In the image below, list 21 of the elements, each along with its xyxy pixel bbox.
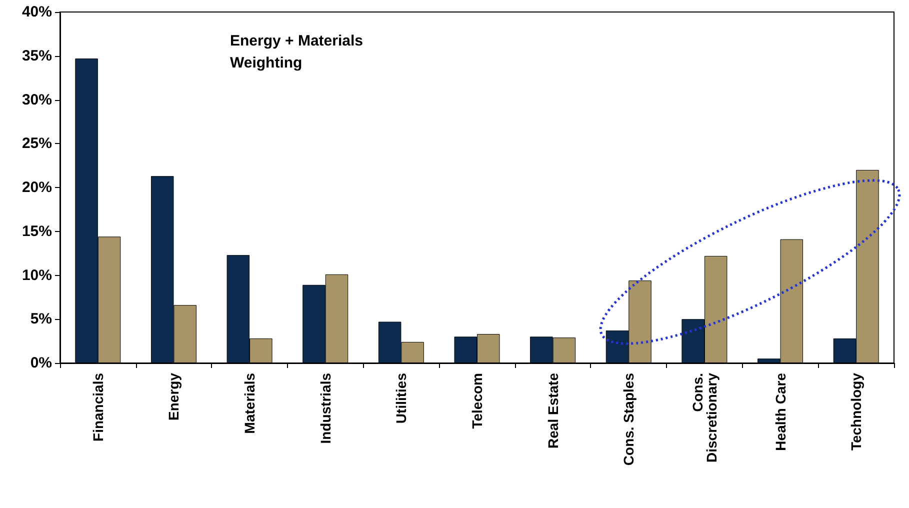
y-tick-label: 20% (22, 179, 52, 196)
y-tick-label: 5% (30, 310, 52, 328)
x-tick-label: Cons. Discretionary (689, 372, 720, 462)
annotation: Energy + Materials Weighting (230, 32, 363, 72)
y-tick-label: 25% (22, 135, 52, 152)
y-tick-label: 15% (22, 222, 52, 240)
x-tick-label: Real Estate (544, 372, 561, 448)
x-tick-label: Technology (848, 372, 864, 451)
x-tick-label: Telecom (469, 373, 485, 429)
y-tick-label: 30% (22, 91, 52, 108)
x-tick-label: Materials (242, 372, 258, 434)
y-tick-label: 0% (30, 354, 52, 372)
y-tick-label: 35% (22, 47, 52, 64)
x-tick-label: Utilities (393, 372, 410, 424)
y-tick-label: 40% (22, 4, 52, 20)
x-tick-label: Health Care (772, 372, 788, 451)
x-tick-label: Financials (90, 372, 106, 442)
x-tick-label: Cons. Staples (620, 372, 637, 466)
x-tick-label: Industrials (317, 372, 334, 444)
y-tick-label: 10% (22, 266, 52, 284)
x-tick-label: Energy (166, 372, 182, 420)
